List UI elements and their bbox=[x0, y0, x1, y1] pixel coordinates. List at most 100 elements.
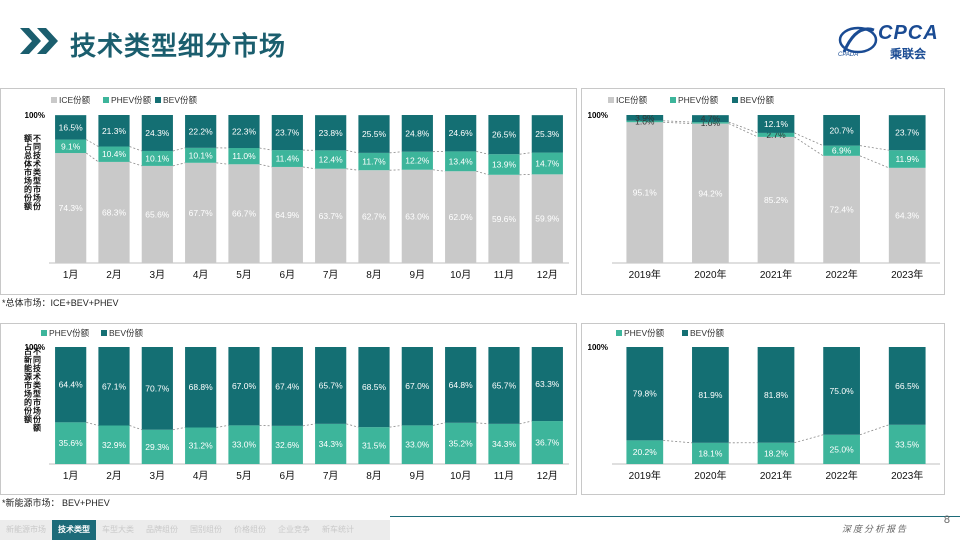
bar-ice-3 bbox=[185, 162, 217, 263]
connector-line bbox=[794, 132, 824, 147]
nav-tab-5[interactable]: 价格组份 bbox=[234, 525, 266, 534]
nav-tab-1[interactable]: 技术类型 bbox=[52, 520, 96, 540]
legend-swatch-1 bbox=[682, 330, 688, 336]
data-label-bev-4: 67.0% bbox=[232, 381, 257, 391]
legend-label-1: PHEV份额 bbox=[111, 95, 152, 105]
data-label-ice-3: 72.4% bbox=[830, 204, 855, 214]
bar-phev-6 bbox=[315, 150, 347, 169]
y-axis-label-char: 占 bbox=[24, 346, 32, 356]
data-label-phev-2: 29.3% bbox=[145, 442, 170, 452]
data-label-phev-0: 35.6% bbox=[59, 438, 84, 448]
y-axis-label-char: 份 bbox=[24, 406, 33, 416]
connector-line bbox=[389, 424, 402, 428]
legend-label-0: PHEV份额 bbox=[49, 328, 90, 338]
data-label-ice-1: 94.2% bbox=[698, 188, 723, 198]
legend-swatch-0 bbox=[41, 330, 47, 336]
data-label-bev-2: 24.3% bbox=[145, 128, 170, 138]
bar-ice-3 bbox=[823, 155, 860, 263]
y-axis-label-char: 术 bbox=[32, 372, 41, 382]
bar-phev-7 bbox=[358, 427, 390, 464]
bar-bev-4 bbox=[228, 347, 260, 426]
connector-line bbox=[519, 420, 532, 425]
y-axis-label-char: 份 bbox=[33, 414, 42, 424]
data-label-bev-9: 24.6% bbox=[449, 128, 474, 138]
x-tick-label-1: 2月 bbox=[106, 470, 122, 482]
legend-swatch-0 bbox=[608, 97, 614, 103]
legend-label-1: BEV份额 bbox=[109, 328, 144, 338]
data-label-bev-3: 68.8% bbox=[189, 382, 214, 392]
bar-bev-0 bbox=[626, 347, 664, 441]
connector-line bbox=[476, 422, 489, 425]
nav-tab-7[interactable]: 新车统计 bbox=[322, 525, 354, 534]
legend-swatch-1 bbox=[670, 97, 676, 103]
bar-phev-10 bbox=[488, 423, 520, 464]
bar-bev-8 bbox=[401, 115, 433, 152]
bar-phev-1 bbox=[692, 122, 729, 124]
nav-tab-6[interactable]: 企业竞争 bbox=[278, 525, 310, 534]
nav-tab-2[interactable]: 车型大类 bbox=[102, 525, 134, 534]
bar-phev-0 bbox=[626, 440, 664, 464]
nav-tab-0[interactable]: 新能源市场 bbox=[6, 525, 46, 534]
x-tick-label-4: 2023年 bbox=[891, 469, 923, 482]
y-axis-label-char: 份 bbox=[24, 193, 33, 203]
bar-bev-11 bbox=[531, 115, 563, 153]
x-tick-label-10: 11月 bbox=[494, 470, 514, 482]
data-label-bev-5: 67.4% bbox=[275, 381, 300, 391]
connector-line bbox=[476, 151, 489, 155]
data-label-phev-4: 11.0% bbox=[232, 151, 256, 161]
y-axis-label-char: 场 bbox=[24, 176, 32, 186]
y-tick-100: 100% bbox=[588, 343, 608, 352]
x-tick-label-1: 2020年 bbox=[694, 268, 726, 281]
bar-phev-10 bbox=[488, 154, 520, 175]
connector-line bbox=[794, 434, 824, 444]
data-label-bev-4: 66.5% bbox=[895, 381, 920, 391]
cpca-emblem-icon bbox=[838, 26, 878, 54]
bar-phev-6 bbox=[315, 423, 347, 464]
x-tick-label-0: 1月 bbox=[63, 269, 79, 281]
connector-line bbox=[432, 422, 446, 426]
x-tick-label-1: 2月 bbox=[106, 269, 122, 281]
bar-phev-4 bbox=[888, 150, 926, 168]
y-axis-label-char: 市 bbox=[33, 184, 41, 194]
bar-bev-8 bbox=[401, 347, 433, 426]
bar-phev-0 bbox=[626, 120, 664, 123]
connector-line bbox=[129, 425, 142, 431]
connector-line bbox=[476, 170, 489, 176]
y-axis-label-char: 型 bbox=[33, 176, 41, 186]
bar-ice-2 bbox=[757, 136, 795, 263]
data-label-phev-0: 20.2% bbox=[633, 447, 658, 457]
bar-ice-10 bbox=[488, 174, 520, 263]
bar-ice-8 bbox=[401, 169, 433, 263]
data-label-phev-7: 31.5% bbox=[362, 441, 387, 451]
bar-bev-6 bbox=[315, 347, 347, 424]
connector-line bbox=[389, 151, 402, 154]
nav-tab-4[interactable]: 国别组份 bbox=[190, 525, 222, 534]
data-label-bev-0: 79.8% bbox=[633, 389, 658, 399]
data-label-ice-4: 64.3% bbox=[895, 210, 920, 220]
connector-line bbox=[432, 169, 446, 172]
legend-label-1: BEV份额 bbox=[690, 328, 725, 338]
x-tick-label-8: 9月 bbox=[410, 470, 426, 482]
connector-line bbox=[519, 152, 532, 155]
bar-phev-3 bbox=[823, 434, 860, 464]
bar-phev-5 bbox=[271, 425, 303, 464]
note-total-market: *总体市场：ICE+BEV+PHEV bbox=[2, 298, 119, 308]
bar-ice-1 bbox=[692, 123, 729, 263]
connector-line bbox=[172, 162, 186, 167]
bar-bev-5 bbox=[271, 115, 303, 151]
data-label-bev-4: 23.7% bbox=[895, 128, 920, 138]
nav-tab-3[interactable]: 品牌组份 bbox=[146, 525, 178, 534]
bar-bev-1 bbox=[98, 115, 130, 147]
x-tick-label-11: 12月 bbox=[537, 470, 558, 482]
bar-ice-2 bbox=[141, 165, 173, 263]
connector-line bbox=[663, 120, 693, 123]
data-label-ice-10: 59.6% bbox=[492, 214, 517, 224]
legend-swatch-0 bbox=[616, 330, 622, 336]
bar-phev-1 bbox=[98, 146, 130, 162]
x-tick-label-4: 5月 bbox=[236, 269, 252, 281]
connector-line bbox=[216, 162, 229, 165]
data-label-bev-10: 65.7% bbox=[492, 380, 517, 390]
bar-phev-4 bbox=[888, 424, 926, 464]
